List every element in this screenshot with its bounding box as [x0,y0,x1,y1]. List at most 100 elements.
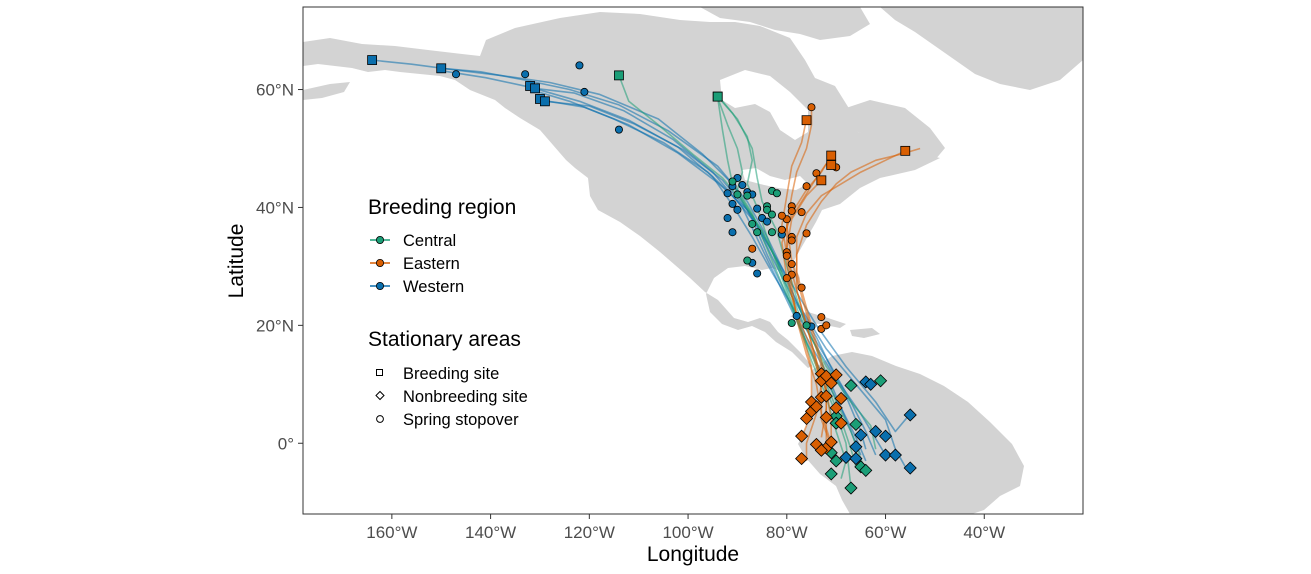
nonbreeding-point-central [829,454,843,468]
nonbreeding-point-western [864,377,878,391]
stopover-point-central [728,177,737,186]
stopover-point-eastern [817,313,826,322]
breeding-point-central [712,91,723,102]
nonbreeding-point-western [854,428,868,442]
panel-border [302,6,1084,515]
stopover-point-western [452,70,461,79]
breeding-point-central [614,70,624,81]
x-axis: 160°W 140°W 120°W 100°W 80°W 60°W 40°W [366,514,1005,542]
x-tick-label: 80°W [766,523,808,542]
stopover-point-western [753,269,762,278]
nonbreeding-point-western [839,450,853,464]
x-tick-label: 160°W [366,523,417,542]
nonbreeding-point-eastern [795,429,809,443]
stopover-point-western [792,311,801,320]
nonbreeding-point-central [874,374,888,388]
y-tick-label: 20°N [256,316,294,335]
land-greenland [880,7,1083,90]
legend-entry-eastern: Eastern [370,255,460,273]
nonbreeding-point-eastern [834,416,848,430]
breeding-point-eastern [816,175,827,186]
breeding-point-western [539,96,550,107]
stopover-point-western [733,205,742,214]
nonbreeding-point-western [869,424,883,439]
x-tick-label: 140°W [465,523,516,542]
stopover-point-eastern [787,236,796,245]
stopover-point-western [753,204,762,213]
legend-key-point-central [375,235,384,244]
y-axis-title: Latitude [225,224,248,299]
points-layer [367,55,917,495]
x-axis-title: Longitude [647,543,739,566]
nonbreeding-point-eastern [829,368,843,382]
stopover-point-eastern [787,260,796,269]
stopover-point-western [728,199,737,208]
stopover-point-central [763,205,772,214]
breeding-point-western [530,83,540,94]
x-tick-label: 120°W [564,523,615,542]
stopover-point-eastern [777,225,786,234]
nonbreeding-point-eastern [795,452,809,466]
stopover-point-western [738,181,747,190]
legend-entry-nonbreeding-site: Nonbreeding site [375,388,528,406]
stopover-point-eastern [787,206,796,215]
nonbreeding-point-central [859,463,873,477]
stopover-point-central [748,219,757,228]
nonbreeding-point-western [878,448,893,462]
legend-label-spring-stopover: Spring stopover [403,411,519,429]
land-arctic-islands [700,7,870,40]
land-south-america [798,352,1024,514]
stopover-point-western [575,61,584,70]
legend-entry-spring-stopover: Spring stopover [376,411,519,429]
stopover-point-western [723,189,732,198]
stopover-point-central [743,256,752,265]
water-hudson-bay [720,70,808,140]
stopover-point-eastern [777,211,786,220]
legend-label-western: Western [403,278,464,296]
nonbreeding-point-western [878,429,893,443]
breeding-point-eastern [826,160,837,170]
stopover-point-eastern [807,103,816,112]
stopover-point-western [614,125,623,134]
circle-icon [376,415,384,423]
stopover-point-eastern [822,321,831,330]
legend-key-point-western [375,281,384,290]
nonbreeding-point-eastern [814,443,828,457]
nonbreeding-point-central [844,378,858,393]
stopover-point-central [743,191,752,200]
nonbreeding-point-eastern [824,376,838,390]
stopover-point-central [753,228,762,237]
square-icon [376,369,383,376]
nonbreeding-point-eastern [834,391,848,406]
stopover-point-central [772,189,781,198]
nonbreeding-point-central [844,481,858,495]
y-tick-label: 60°N [256,81,294,100]
breeding-point-eastern [900,145,911,156]
breeding-point-western [367,55,378,65]
stopover-point-eastern [802,229,811,238]
map-panel [302,6,1084,515]
stopover-point-western [723,214,732,223]
stopover-point-central [767,228,776,237]
nonbreeding-point-western [903,408,917,422]
y-axis: 0° 20°N 40°N 60°N [256,81,303,453]
nonbreeding-point-eastern [819,410,833,424]
stopover-point-central [787,318,796,327]
nonbreeding-point-eastern [824,435,838,449]
stopover-point-central [733,190,742,199]
stopover-point-eastern [812,169,821,178]
nonbreeding-point-eastern [799,411,814,426]
legend-key-point-eastern [375,258,384,267]
nonbreeding-point-central [849,417,863,431]
x-tick-label: 100°W [662,523,713,542]
legend-shape-title: Stationary areas [368,328,521,351]
nonbreeding-point-eastern [809,400,823,414]
nonbreeding-point-western [888,448,902,462]
x-tick-label: 40°W [963,523,1005,542]
land-hispaniola [850,328,880,338]
stopover-point-eastern [797,283,806,292]
legend-label-breeding-site: Breeding site [403,365,499,383]
legend-entry-breeding-site: Breeding site [376,365,499,383]
nonbreeding-point-eastern [829,401,843,415]
